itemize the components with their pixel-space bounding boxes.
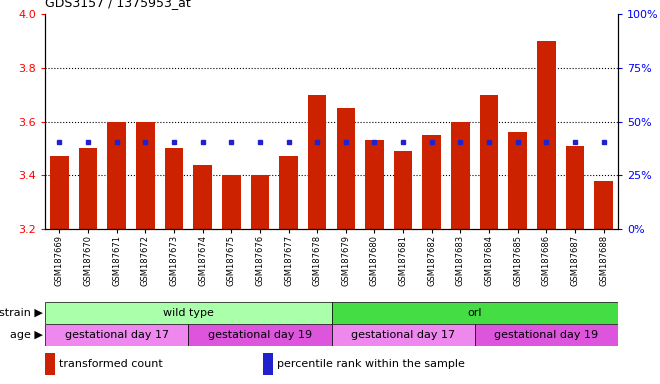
Bar — [595, 180, 613, 229]
Text: age ▶: age ▶ — [10, 330, 43, 340]
Bar — [394, 151, 412, 229]
Text: wild type: wild type — [163, 308, 214, 318]
Text: GDS3157 / 1375953_at: GDS3157 / 1375953_at — [45, 0, 191, 9]
Bar — [45, 302, 331, 324]
Bar — [365, 140, 383, 229]
Bar — [164, 148, 183, 229]
Text: transformed count: transformed count — [59, 359, 163, 369]
Bar — [508, 132, 527, 229]
Text: strain ▶: strain ▶ — [0, 308, 43, 318]
Bar — [188, 324, 331, 346]
Bar — [45, 353, 55, 375]
Bar — [451, 121, 470, 229]
Bar — [136, 121, 154, 229]
Bar — [566, 146, 584, 229]
Bar — [422, 135, 441, 229]
Bar — [537, 41, 556, 229]
Bar — [331, 324, 475, 346]
Bar — [337, 108, 355, 229]
Text: gestational day 19: gestational day 19 — [208, 330, 312, 340]
Text: gestational day 17: gestational day 17 — [65, 330, 169, 340]
Text: gestational day 19: gestational day 19 — [494, 330, 599, 340]
Bar — [475, 324, 618, 346]
Bar — [108, 121, 126, 229]
Text: gestational day 17: gestational day 17 — [351, 330, 455, 340]
Bar — [50, 156, 69, 229]
Bar — [279, 156, 298, 229]
Text: orl: orl — [467, 308, 482, 318]
Text: percentile rank within the sample: percentile rank within the sample — [277, 359, 465, 369]
Bar — [45, 324, 188, 346]
Bar — [251, 175, 269, 229]
Bar — [308, 94, 327, 229]
Bar — [193, 164, 212, 229]
Bar — [480, 94, 498, 229]
Bar — [79, 148, 97, 229]
Bar — [331, 302, 618, 324]
Bar — [222, 175, 240, 229]
Bar — [263, 353, 273, 375]
